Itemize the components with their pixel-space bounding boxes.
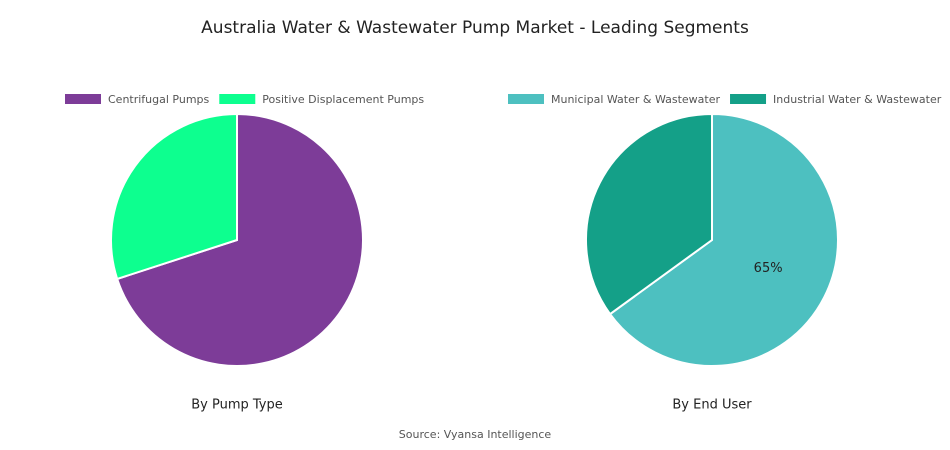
chart-subtitle: By Pump Type	[191, 398, 283, 413]
chart-subtitle: By End User	[672, 398, 752, 413]
pie-slice	[115, 112, 364, 367]
pie-slice	[608, 112, 839, 367]
legend-label: Positive Displacement Pumps	[262, 93, 424, 106]
source: Source: Vyansa Intelligence	[399, 428, 552, 441]
legend-label: Centrifugal Pumps	[108, 93, 210, 106]
page-title: Australia Water & Wastewater Pump Market…	[201, 18, 749, 38]
legend-swatch	[219, 94, 256, 104]
pie-slice	[110, 112, 238, 281]
value-label: 65%	[754, 261, 783, 276]
legend-label: Municipal Water & Wastewater	[551, 93, 721, 106]
legend-label: Industrial Water & Wastewater	[773, 93, 942, 106]
pie-slice	[585, 112, 713, 316]
legend-swatch	[730, 94, 767, 104]
legend-swatch	[508, 94, 544, 104]
legend-swatch	[65, 94, 101, 104]
